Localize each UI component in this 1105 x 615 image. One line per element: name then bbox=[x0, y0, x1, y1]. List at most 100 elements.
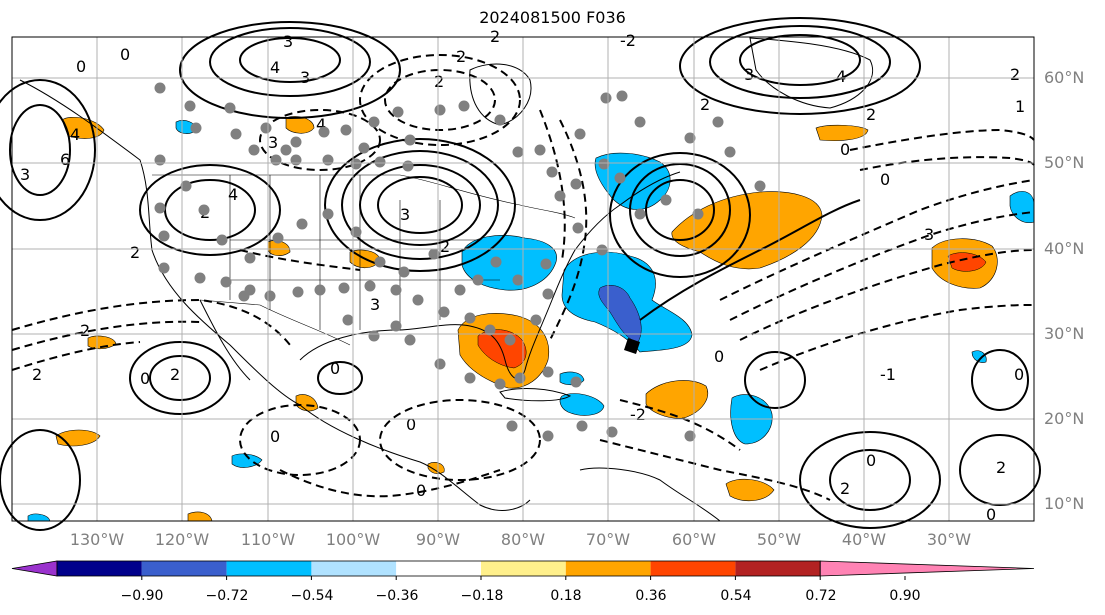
contour-label: 0 bbox=[270, 427, 280, 446]
contour-label: 4 bbox=[836, 67, 846, 86]
station-marker bbox=[398, 266, 410, 278]
station-marker bbox=[490, 256, 502, 268]
contour-label: -2 bbox=[620, 31, 636, 50]
station-marker bbox=[606, 426, 618, 438]
contour-line bbox=[11, 298, 291, 346]
contour-line bbox=[341, 150, 499, 260]
contour-line bbox=[317, 361, 363, 395]
station-marker bbox=[292, 286, 304, 298]
contour-line bbox=[645, 179, 715, 241]
station-marker bbox=[506, 420, 518, 432]
contour-line bbox=[279, 469, 501, 498]
station-marker bbox=[512, 146, 524, 158]
contour-label: 3 bbox=[283, 32, 293, 51]
station-marker bbox=[248, 144, 260, 156]
station-marker bbox=[504, 334, 516, 346]
station-marker bbox=[412, 294, 424, 306]
lat-label-40n: 40°N bbox=[1044, 239, 1084, 258]
station-marker bbox=[570, 376, 582, 388]
colorbar-segment bbox=[565, 561, 651, 576]
station-marker bbox=[374, 256, 386, 268]
colorbar-tick-label: 0.72 bbox=[805, 588, 836, 604]
black-anomaly-core bbox=[624, 338, 640, 354]
contour-line bbox=[799, 431, 941, 529]
contour-line bbox=[11, 320, 201, 351]
station-marker bbox=[194, 272, 206, 284]
map-title: 2024081500 F036 bbox=[479, 8, 626, 27]
station-marker bbox=[224, 102, 236, 114]
colorbar-segment bbox=[226, 561, 312, 576]
station-marker bbox=[574, 128, 586, 140]
positive-anomaly-region bbox=[815, 124, 869, 141]
colorbar-tick-label: −0.54 bbox=[291, 588, 334, 604]
south-america-coast bbox=[579, 467, 721, 522]
colorbar-tick-label: −0.18 bbox=[461, 588, 504, 604]
station-marker bbox=[198, 204, 210, 216]
contour-label: 6 bbox=[60, 150, 70, 169]
station-marker bbox=[374, 156, 386, 168]
lon-label-120w: 120°W bbox=[155, 530, 210, 549]
station-marker bbox=[464, 372, 476, 384]
colorbar-frame bbox=[56, 560, 821, 577]
station-marker bbox=[542, 288, 554, 300]
contour-label: 3 bbox=[400, 205, 410, 224]
station-marker bbox=[342, 314, 354, 326]
map-frame bbox=[11, 36, 1035, 522]
contour-line bbox=[599, 439, 831, 501]
station-marker bbox=[454, 284, 466, 296]
cuba-outline bbox=[499, 388, 572, 402]
station-marker bbox=[230, 128, 242, 140]
contour-label: 0 bbox=[1014, 365, 1024, 384]
station-marker bbox=[614, 172, 626, 184]
contour-line bbox=[129, 341, 231, 415]
positive-anomaly-region bbox=[427, 462, 445, 474]
us-mexico-border bbox=[199, 299, 351, 346]
gridlines bbox=[12, 37, 1034, 521]
station-marker bbox=[244, 252, 256, 264]
contour-label: 4 bbox=[228, 185, 238, 204]
colorbar-tick-label: 0.90 bbox=[889, 588, 920, 604]
station-marker bbox=[220, 276, 232, 288]
contour-line bbox=[239, 404, 361, 476]
north-america-coastline bbox=[19, 79, 531, 511]
station-marker bbox=[364, 280, 376, 292]
contour-line bbox=[679, 17, 921, 115]
lon-label-130w: 130°W bbox=[70, 530, 125, 549]
contour-line bbox=[849, 128, 1035, 151]
contour-label: 0 bbox=[406, 415, 416, 434]
lon-label-80w: 80°W bbox=[501, 530, 545, 549]
station-marker bbox=[280, 144, 292, 156]
contour-line bbox=[859, 156, 1035, 171]
colorbar-tick-label: 0.54 bbox=[720, 588, 751, 604]
station-marker bbox=[184, 100, 196, 112]
station-marker bbox=[540, 258, 552, 270]
station-marker bbox=[542, 366, 554, 378]
colorbar-segment bbox=[481, 561, 566, 576]
station-marker bbox=[190, 122, 202, 134]
station-marker bbox=[368, 330, 380, 342]
station-marker bbox=[404, 334, 416, 346]
station-marker bbox=[598, 158, 610, 170]
contour-label: 4 bbox=[316, 115, 326, 134]
contour-label: 2 bbox=[700, 95, 710, 114]
station-marker bbox=[754, 180, 766, 192]
contour-label: 0 bbox=[416, 481, 426, 500]
station-marker bbox=[712, 116, 724, 128]
contour-line bbox=[259, 109, 381, 171]
station-marker bbox=[358, 142, 370, 154]
station-marker bbox=[530, 314, 542, 326]
station-marker bbox=[546, 166, 558, 178]
contour-label: 2 bbox=[32, 365, 42, 384]
positive-anomaly-region bbox=[725, 478, 775, 502]
station-marker bbox=[458, 100, 470, 112]
contour-label: 3 bbox=[370, 295, 380, 314]
negative-anomaly-region bbox=[971, 350, 987, 363]
contour-label: 2 bbox=[80, 321, 90, 340]
station-marker bbox=[404, 134, 416, 146]
contour-line bbox=[9, 104, 71, 196]
positive-anomaly-region bbox=[285, 116, 315, 134]
station-marker bbox=[570, 178, 582, 190]
contour-label: 1 bbox=[1015, 97, 1025, 116]
lon-label-110w: 110°W bbox=[241, 530, 296, 549]
